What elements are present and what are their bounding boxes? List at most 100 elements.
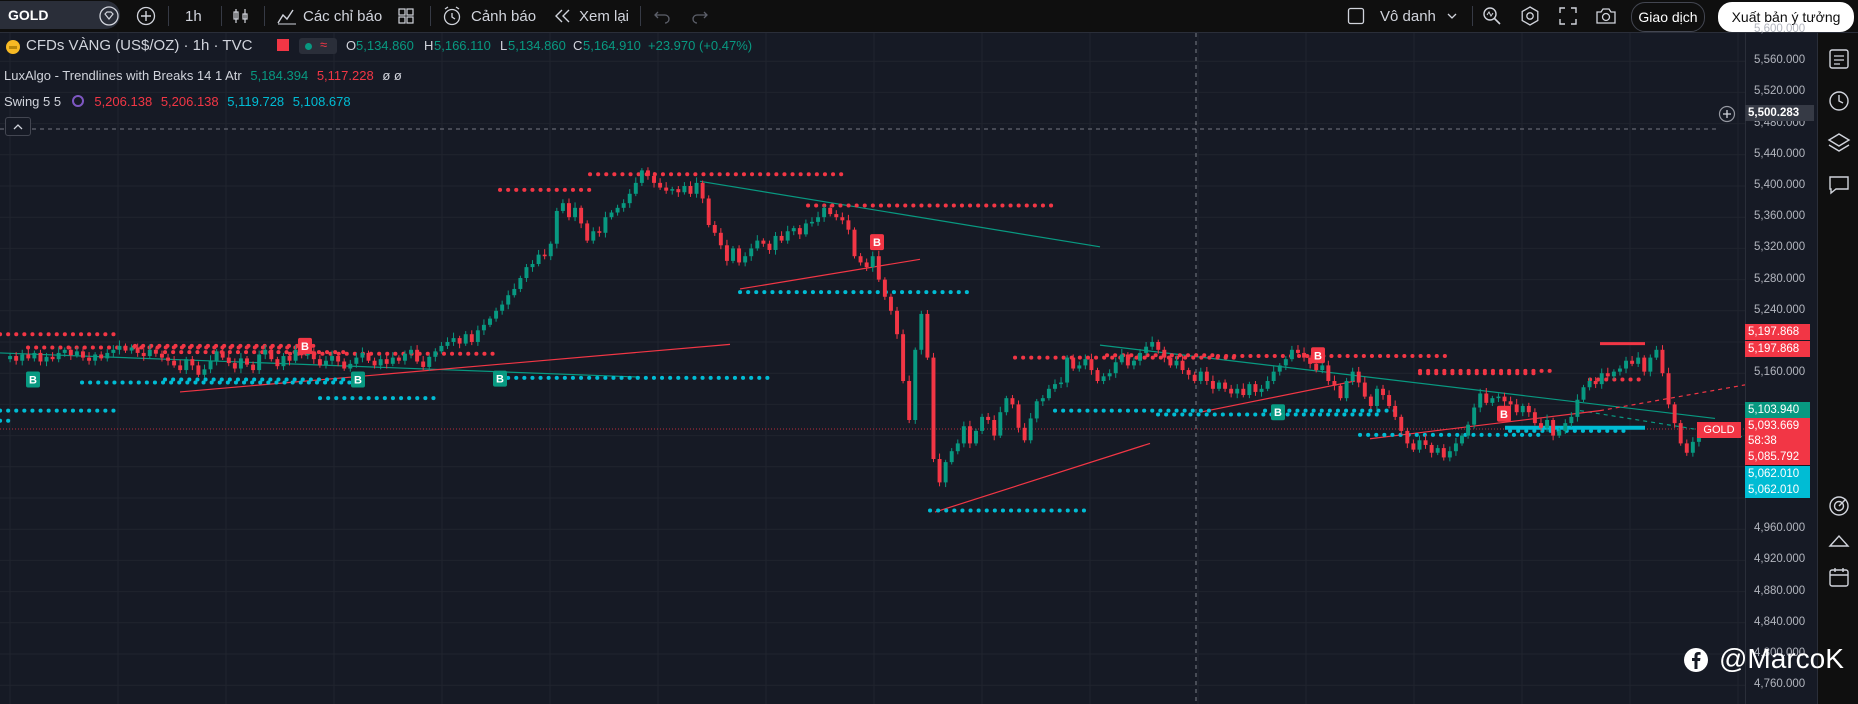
candles-icon[interactable] [231, 6, 251, 26]
candle-body [1028, 418, 1033, 441]
candle-body [706, 198, 711, 225]
price-tick-label: 4,840.000 [1754, 615, 1806, 628]
candle-body [1399, 416, 1404, 431]
candle-body [1089, 359, 1094, 371]
alerts-button[interactable]: Cảnh báo [471, 7, 537, 25]
trendline-lower [739, 258, 921, 290]
diamond-icon[interactable] [99, 6, 119, 26]
indicator-value: 5,184.394 [250, 68, 309, 83]
alert-icon[interactable] [441, 5, 463, 27]
candle-body [500, 304, 505, 311]
status-badge[interactable]: ≈ [299, 37, 337, 54]
candle-body [1368, 396, 1373, 406]
candle-body [281, 356, 286, 367]
clock-icon[interactable] [1827, 89, 1851, 113]
candle-body [864, 262, 869, 268]
candle-body [1666, 373, 1671, 405]
high-label: H [424, 38, 434, 53]
replay-icon[interactable] [553, 7, 571, 25]
add-alert-plus-icon[interactable] [1718, 105, 1736, 123]
candle-body [943, 462, 948, 483]
candle-body [931, 357, 936, 459]
add-symbol-icon[interactable] [136, 6, 156, 26]
candle-body [1362, 382, 1367, 397]
candle-body [354, 357, 359, 364]
candle-body [44, 356, 49, 362]
fullscreen-icon[interactable] [1558, 6, 1578, 26]
candle-body [366, 352, 371, 361]
layers-icon[interactable] [1827, 131, 1851, 155]
undo-icon[interactable] [653, 7, 671, 25]
candle-body [324, 360, 328, 366]
indicator-value: 5,108.678 [292, 94, 351, 109]
price-tick-label: 5,400.000 [1754, 179, 1806, 191]
candle-body [1150, 342, 1155, 347]
candle-body [1405, 430, 1410, 444]
layout-checkbox-icon[interactable] [1347, 7, 1365, 25]
watchlist-icon[interactable] [1827, 47, 1851, 71]
candle-body [1144, 346, 1149, 353]
collapse-legend-button[interactable] [5, 117, 31, 136]
price-tick-label: 4,880.000 [1754, 584, 1806, 597]
candle-body [828, 207, 833, 215]
camera-icon[interactable] [1595, 6, 1617, 26]
publish-idea-button[interactable]: Xuất bản ý tưởng [1718, 2, 1854, 32]
candle-body [1059, 382, 1064, 385]
candle-body [1642, 357, 1647, 372]
candle-body [1107, 373, 1112, 377]
candle-body [1186, 370, 1191, 375]
candle-body [488, 318, 492, 325]
price-tick-label: 4,800.000 [1754, 647, 1806, 659]
calendar-icon[interactable] [1827, 565, 1851, 589]
candle-body [451, 338, 456, 342]
gear-icon[interactable] [1519, 5, 1541, 27]
candle-body [481, 324, 486, 331]
indicator-legend-trendlines[interactable]: LuxAlgo - Trendlines with Breaks 14 1 At… [4, 68, 402, 83]
price-badge: 5,197.868 [1745, 341, 1810, 357]
candle-body [1083, 359, 1088, 366]
candle-body [38, 352, 43, 362]
candle-body [1624, 360, 1628, 369]
target-icon[interactable] [1827, 494, 1851, 518]
interval-button[interactable]: 1h [185, 7, 202, 25]
indicator-legend-swing[interactable]: Swing 5 5 5,206.138 5,206.138 5,119.728 … [4, 92, 351, 109]
candle-body [937, 459, 942, 483]
symbol-title[interactable]: CFDs VÀNG (US$/OZ) · 1h · TVC [26, 37, 253, 54]
trade-button[interactable]: Giao dịch [1631, 2, 1705, 32]
chat-icon[interactable] [1827, 173, 1851, 197]
price-tick-label: 5,520.000 [1754, 85, 1806, 98]
candle-body [1417, 440, 1422, 450]
trendline-lower-extension [1599, 384, 1745, 412]
price-chart[interactable]: B B B B B B B B [0, 33, 1745, 704]
pine-icon[interactable] [1827, 530, 1851, 550]
candle-body [1508, 401, 1513, 405]
candle-body [591, 231, 596, 241]
layout-name-button[interactable]: Vô danh [1380, 7, 1436, 25]
candle-body [439, 345, 444, 352]
price-axis[interactable]: 5,600.000 5,560.000 5,520.000 5,480.000 5,44… [1745, 23, 1818, 704]
chevron-down-icon[interactable] [1446, 10, 1458, 22]
candle-body [238, 358, 243, 369]
redo-icon[interactable] [691, 7, 709, 25]
candle-body [761, 240, 766, 244]
candle-body [1113, 362, 1118, 374]
search-icon[interactable] [1481, 5, 1503, 27]
layouts-icon[interactable] [397, 7, 415, 25]
indicator-value: 5,206.138 [160, 94, 219, 109]
candle-body [664, 187, 669, 191]
indicators-button[interactable]: Các chỉ báo [303, 7, 383, 25]
replay-button[interactable]: Xem lại [579, 7, 630, 25]
candle-body [1387, 395, 1392, 406]
indicators-icon[interactable] [276, 6, 298, 26]
candle-body [518, 278, 523, 289]
candle-body [1065, 357, 1070, 383]
candle-body [822, 207, 827, 218]
candle-body [615, 207, 620, 213]
break-signal-marker [493, 370, 507, 387]
candle-body [688, 186, 693, 194]
candle-body [682, 186, 687, 193]
candle-body [694, 182, 699, 194]
market-closed-icon[interactable] [277, 39, 289, 51]
candle-body [26, 354, 31, 359]
low-label: L [500, 38, 508, 53]
